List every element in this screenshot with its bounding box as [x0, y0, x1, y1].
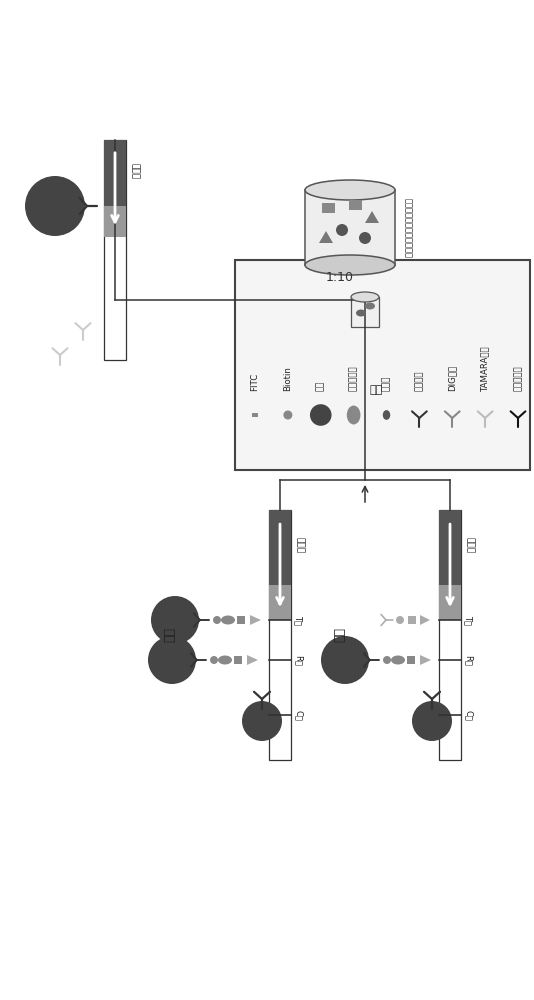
Bar [237, 616, 245, 624]
Text: 杂化: 杂化 [370, 385, 383, 395]
Bar [439, 585, 461, 620]
Text: T线: T线 [464, 615, 473, 625]
Circle shape [310, 404, 332, 426]
Ellipse shape [365, 302, 375, 310]
Bar [407, 656, 415, 664]
Text: FITC: FITC [250, 373, 260, 391]
Text: 待测物: 待测物 [382, 376, 391, 391]
Bar [104, 140, 126, 360]
Text: 阳性: 阳性 [163, 628, 177, 643]
Ellipse shape [356, 310, 366, 316]
Circle shape [396, 616, 404, 624]
Bar [439, 510, 461, 585]
Bar [305, 190, 395, 265]
Text: 添加样品和分析特异性溶液: 添加样品和分析特异性溶液 [403, 198, 412, 257]
Circle shape [336, 224, 348, 236]
Bar [269, 510, 291, 760]
Polygon shape [420, 615, 430, 625]
Text: 抗鼠抗体: 抗鼠抗体 [415, 370, 424, 391]
Text: 分析探测器: 分析探测器 [349, 365, 358, 391]
Text: 金标: 金标 [316, 381, 325, 391]
Text: DIG抗体: DIG抗体 [447, 365, 457, 391]
Bar [269, 585, 291, 620]
Text: 上样区: 上样区 [295, 537, 304, 553]
Bar [234, 656, 242, 664]
Text: TAMARA抗体: TAMARA抗体 [481, 345, 490, 391]
Bar [322, 203, 335, 213]
Bar [235, 260, 530, 470]
Text: C线: C线 [294, 710, 303, 720]
Text: 上样区: 上样区 [465, 537, 474, 553]
Circle shape [383, 656, 391, 664]
Ellipse shape [351, 292, 379, 302]
Circle shape [412, 701, 452, 741]
Bar [269, 510, 291, 585]
Bar [408, 616, 416, 624]
Bar [252, 413, 258, 417]
Bar [439, 510, 461, 760]
Text: T线: T线 [294, 615, 303, 625]
Circle shape [284, 410, 293, 420]
Text: C线: C线 [464, 710, 473, 720]
Polygon shape [420, 655, 431, 665]
Text: Biotin: Biotin [284, 366, 293, 391]
Ellipse shape [305, 180, 395, 200]
Ellipse shape [347, 406, 360, 424]
Polygon shape [365, 211, 379, 223]
Polygon shape [247, 655, 258, 665]
Circle shape [359, 232, 371, 244]
Bar [104, 140, 126, 206]
Text: 上样区: 上样区 [130, 163, 139, 179]
Text: 1:10: 1:10 [326, 271, 354, 284]
Ellipse shape [383, 410, 390, 420]
Polygon shape [319, 231, 333, 243]
Circle shape [210, 656, 218, 664]
Ellipse shape [218, 656, 232, 664]
Text: 生物素抗体: 生物素抗体 [514, 365, 522, 391]
Ellipse shape [221, 615, 235, 624]
Circle shape [213, 616, 221, 624]
Text: R线: R线 [464, 655, 473, 665]
Ellipse shape [305, 255, 395, 275]
Circle shape [148, 636, 196, 684]
Circle shape [242, 701, 282, 741]
Circle shape [25, 176, 85, 236]
Circle shape [151, 596, 199, 644]
Bar [349, 200, 362, 210]
Bar [104, 206, 126, 237]
Ellipse shape [391, 656, 405, 664]
Polygon shape [250, 615, 261, 625]
Circle shape [321, 636, 369, 684]
Text: R线: R线 [294, 655, 303, 665]
Bar [351, 297, 379, 327]
Text: 阴性: 阴性 [334, 628, 347, 643]
